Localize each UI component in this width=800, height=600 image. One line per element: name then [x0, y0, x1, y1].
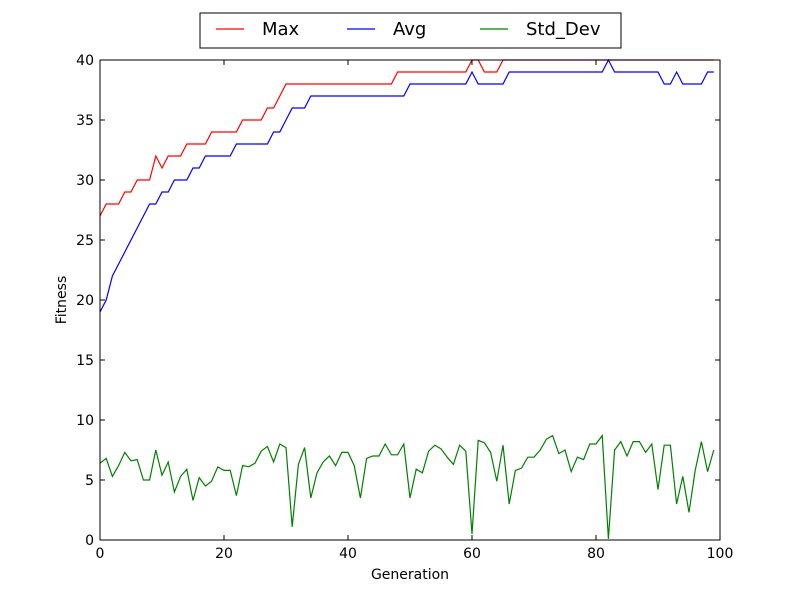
x-tick-label: 100: [707, 546, 734, 562]
y-tick-label: 5: [85, 473, 94, 489]
series-line-std-dev: [99, 433, 715, 539]
legend-box: [199, 12, 622, 49]
legend-label-std-dev: Std_Dev: [526, 19, 601, 40]
y-tick-label: 35: [76, 113, 94, 129]
x-tick-label: 20: [215, 546, 233, 562]
x-axis-label: Generation: [371, 567, 449, 583]
y-tick-label: 40: [76, 53, 94, 69]
y-tick-label: 15: [76, 353, 94, 369]
legend-label-avg: Avg: [393, 19, 426, 40]
y-tick-label: 20: [76, 293, 94, 309]
x-tick-label: 40: [339, 546, 357, 562]
series-line-avg: [99, 58, 714, 313]
y-tick-label: 0: [85, 533, 94, 549]
legend-label-max: Max: [262, 19, 300, 40]
ticks-layer: 0 20 40 60 80 100 0 5 10 15 20 25 30 35 40: [76, 53, 733, 562]
y-axis-label: Fitness: [54, 276, 70, 325]
x-tick-label: 0: [96, 546, 105, 562]
x-tick-label: 60: [463, 546, 481, 562]
y-tick-label: 25: [76, 233, 94, 249]
x-tick-label: 80: [587, 546, 605, 562]
y-tick-label: 30: [76, 173, 94, 189]
y-tick-label: 10: [76, 413, 94, 429]
plot-area: [100, 60, 720, 540]
legend: Max Avg Std_Dev: [199, 12, 622, 49]
